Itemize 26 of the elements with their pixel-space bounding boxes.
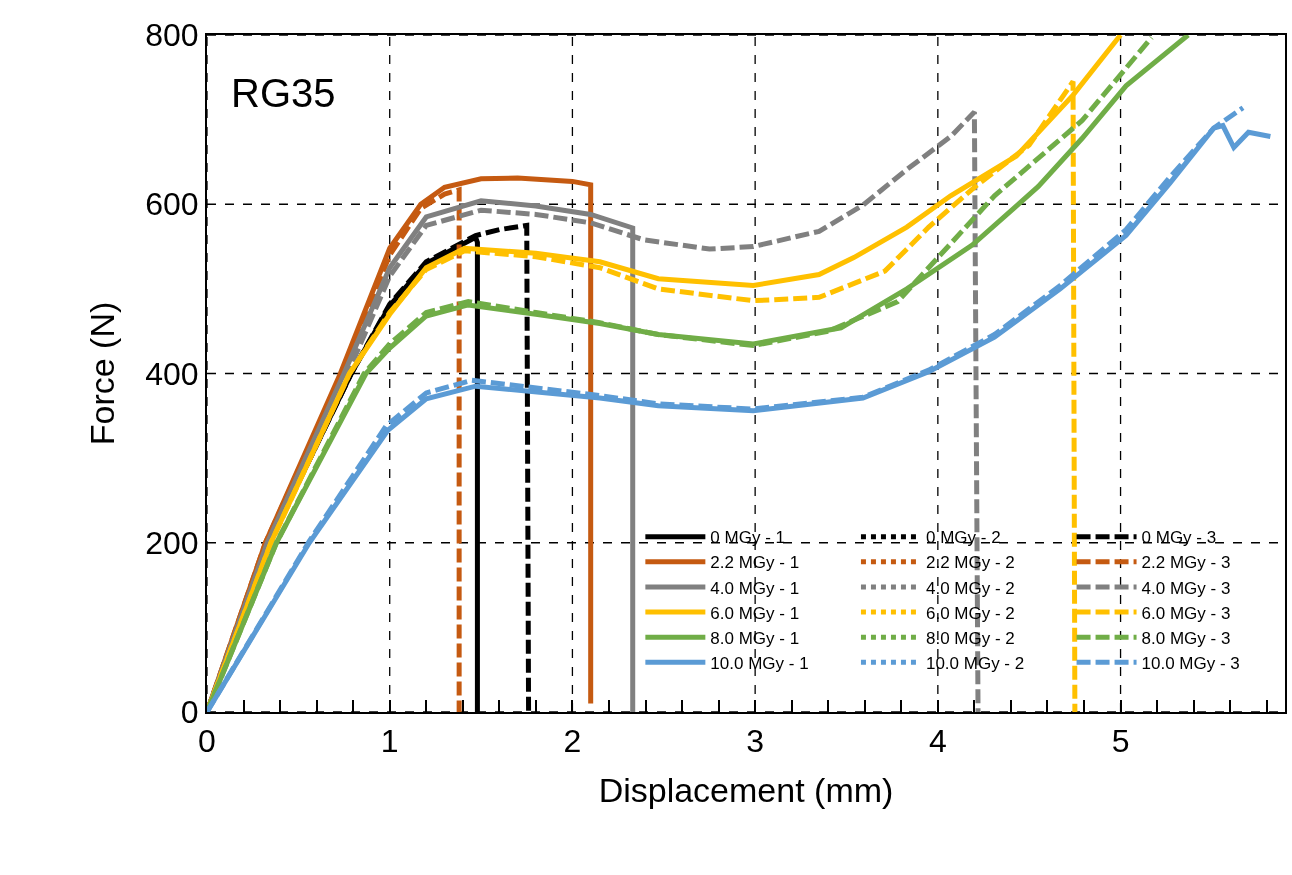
legend-label: 10.0 MGy - 2 [925, 653, 1025, 673]
x-tick-label: 5 [1111, 723, 1130, 760]
annotation: RG35 [231, 71, 336, 115]
legend-label: 8.0 MGy - 1 [710, 628, 800, 648]
legend-label: 8.0 MGy - 2 [925, 628, 1015, 648]
legend-label: 6.0 MGy - 1 [710, 603, 800, 623]
legend-label: 10.0 MGy - 3 [1141, 653, 1240, 673]
legend-label: 10.0 MGy - 1 [710, 653, 809, 673]
legend-label: 6.0 MGy - 2 [925, 603, 1015, 623]
legend-label: 8.0 MGy - 3 [1141, 628, 1231, 648]
legend-label: 2.2 MGy - 3 [1141, 553, 1231, 573]
x-tick-label: 1 [380, 723, 399, 760]
legend-label: 4.0 MGy - 2 [925, 578, 1015, 598]
y-tick-label: 200 [145, 524, 199, 561]
y-tick-label: 0 [180, 694, 199, 731]
y-axis-title: Force (N) [83, 301, 122, 446]
legend-label: 4.0 MGy - 3 [1141, 578, 1231, 598]
x-tick-label: 4 [928, 723, 947, 760]
y-tick-label: 800 [145, 17, 199, 54]
y-tick-label: 400 [145, 355, 199, 392]
x-axis-title: Displacement (mm) [598, 771, 894, 810]
x-tick-label: 3 [746, 723, 765, 760]
legend-label: 6.0 MGy - 3 [1141, 603, 1231, 623]
x-tick-label: 2 [563, 723, 582, 760]
legend-label: 4.0 MGy - 1 [710, 578, 800, 598]
y-tick-label: 600 [145, 186, 199, 223]
